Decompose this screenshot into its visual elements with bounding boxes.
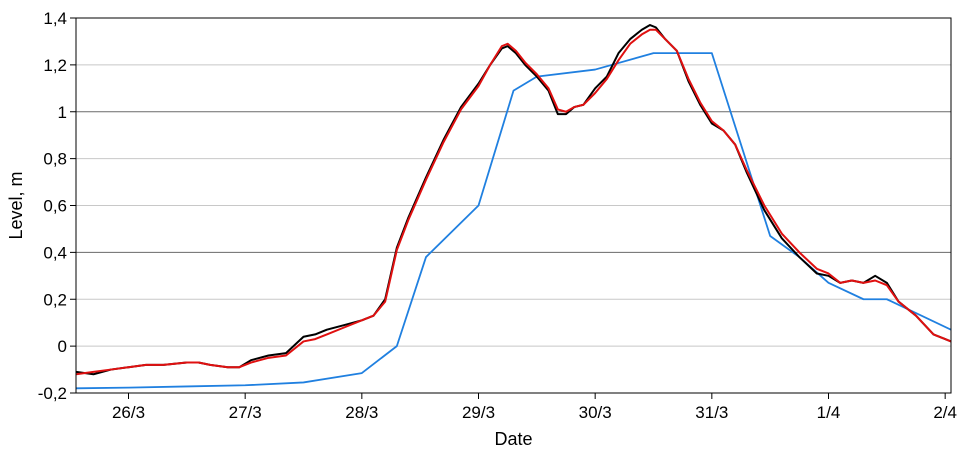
grid-lines [76, 64, 951, 347]
y-tick-label: 0,4 [43, 243, 67, 262]
x-tick-label: 26/3 [112, 403, 145, 422]
x-tick-label: 28/3 [345, 403, 378, 422]
y-axis: -0,2 0 0,2 0,4 0,6 0,8 1 1,2 1,4 [38, 9, 76, 403]
series-layer [76, 24, 951, 390]
y-tick-label: 0,8 [43, 150, 67, 169]
series-line-1 [76, 28, 951, 376]
x-tick-label: 2/4 [933, 403, 957, 422]
y-tick-label: 1 [58, 103, 67, 122]
y-tick-label: 0 [58, 337, 67, 356]
y-tick-label: 1,4 [43, 9, 67, 28]
x-tick-label: 29/3 [462, 403, 495, 422]
x-tick-label: 27/3 [229, 403, 262, 422]
x-tick-label: 31/3 [695, 403, 728, 422]
y-tick-label: 0,6 [43, 197, 67, 216]
series-line-0 [76, 24, 951, 376]
x-axis-title: Date [494, 429, 532, 449]
y-tick-label: 1,2 [43, 56, 67, 75]
y-axis-title: Level, m [6, 171, 26, 239]
x-axis: 26/3 27/3 28/3 29/3 30/3 31/3 1/4 2/4 [112, 393, 957, 422]
series-line-2 [76, 52, 951, 390]
x-tick-label: 1/4 [817, 403, 841, 422]
x-tick-label: 30/3 [579, 403, 612, 422]
y-tick-label: 0,2 [43, 290, 67, 309]
y-tick-label: -0,2 [38, 384, 67, 403]
